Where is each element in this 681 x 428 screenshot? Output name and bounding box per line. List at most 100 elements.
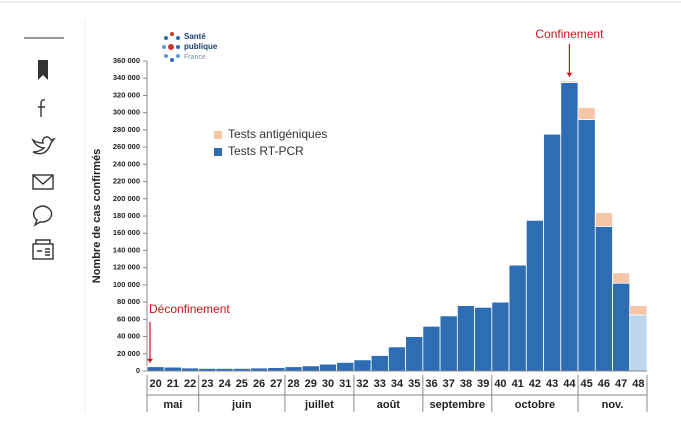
y-tick-label: 240 000 (113, 159, 140, 168)
y-tick-label: 320 000 (113, 90, 140, 99)
legend-label: Tests antigéniques (228, 127, 327, 141)
x-tick-label: 24 (218, 378, 231, 390)
x-tick-label: 42 (529, 378, 541, 390)
x-tick-label: 36 (425, 378, 437, 390)
y-tick-label: 280 000 (113, 125, 140, 134)
bar-segment (594, 225, 613, 372)
y-tick-label: 100 000 (113, 280, 140, 289)
bar-segment (336, 361, 355, 372)
bar-segment (594, 212, 613, 227)
y-tick-label: 220 000 (113, 177, 140, 186)
bar-segment (301, 365, 320, 372)
x-tick-label: 38 (460, 378, 472, 390)
x-tick-label: 26 (253, 378, 265, 390)
y-tick-label: 160 000 (113, 228, 140, 237)
x-tick-label: 45 (581, 378, 593, 390)
bar-segment (370, 355, 389, 372)
x-tick-label: 31 (339, 378, 351, 390)
x-tick-label: 29 (305, 378, 317, 390)
y-tick-label: 120 000 (113, 263, 140, 272)
legend-swatch (214, 148, 222, 156)
x-tick-label: 27 (270, 378, 282, 390)
bar-segment (319, 363, 338, 372)
bar-segment (456, 305, 475, 372)
arrow-head (566, 72, 573, 77)
bar-segment (439, 315, 458, 372)
logo: Santé publique France (162, 32, 218, 62)
bar-segment (543, 133, 562, 372)
sidebar (31, 60, 56, 260)
x-tick-label: 22 (184, 378, 196, 390)
annotation: Déconfinement (149, 302, 230, 316)
x-tick-label: 47 (615, 378, 627, 390)
month-label: mai (163, 399, 182, 411)
legend-swatch (214, 131, 222, 139)
news-icon[interactable] (32, 239, 54, 260)
annotation: Confinement (535, 27, 604, 41)
bar-segment (560, 80, 579, 83)
twitter-icon[interactable] (31, 136, 56, 155)
y-tick-label: 40 000 (117, 332, 140, 341)
logo-text: Santé (184, 32, 206, 41)
y-tick-label: 60 000 (117, 314, 140, 323)
x-tick-label: 35 (408, 378, 420, 390)
y-tick-label: 300 000 (113, 108, 140, 117)
bar-segment (146, 366, 165, 372)
bar-segment (508, 264, 527, 372)
y-tick-label: 180 000 (113, 211, 140, 220)
x-tick-label: 30 (322, 378, 334, 390)
bar-segment (612, 282, 631, 372)
x-tick-label: 32 (356, 378, 368, 390)
bar-segment (353, 359, 372, 372)
arrow-head (147, 358, 153, 363)
month-label: octobre (515, 399, 555, 411)
bar-segment (612, 272, 631, 284)
x-tick-label: 23 (201, 378, 213, 390)
y-tick-label: 360 000 (113, 56, 140, 65)
month-label: nov. (602, 399, 624, 411)
x-tick-label: 48 (632, 378, 644, 390)
bar-segment (422, 325, 441, 372)
bar-segment (267, 367, 286, 372)
bar-segment (284, 366, 303, 372)
facebook-icon[interactable] (38, 99, 46, 117)
x-tick-label: 44 (563, 378, 576, 390)
bar-segment (560, 82, 579, 372)
month-label: août (377, 399, 401, 411)
x-tick-label: 33 (374, 378, 386, 390)
comment-icon[interactable] (32, 205, 53, 227)
y-tick-label: 0 (136, 366, 140, 375)
x-tick-label: 41 (512, 378, 524, 390)
x-tick-label: 28 (287, 378, 299, 390)
y-tick-label: 200 000 (113, 194, 140, 203)
y-tick-label: 340 000 (113, 73, 140, 82)
logo-text: France (184, 54, 206, 61)
y-tick-label: 80 000 (117, 297, 140, 306)
logo-text: publique (184, 42, 218, 51)
month-label: juin (231, 399, 252, 411)
bar-segment (629, 305, 648, 316)
y-axis-label: Nombre de cas confirmés (91, 149, 103, 284)
bar-segment (405, 336, 424, 372)
bookmark-icon[interactable] (38, 60, 48, 80)
bar-segment (525, 219, 544, 372)
bar-segment (387, 346, 407, 372)
bar-segment (629, 314, 648, 372)
x-tick-label: 40 (494, 378, 506, 390)
mail-icon[interactable] (32, 174, 54, 190)
x-tick-label: 39 (477, 378, 489, 390)
x-tick-label: 34 (391, 378, 404, 390)
bar-segment (577, 107, 596, 120)
x-tick-label: 25 (236, 378, 248, 390)
legend-label: Tests RT-PCR (228, 144, 304, 158)
month-label: septembre (430, 399, 486, 411)
y-tick-label: 260 000 (113, 142, 140, 151)
x-tick-label: 37 (443, 378, 455, 390)
bar-segment (491, 301, 510, 372)
x-tick-label: 46 (598, 378, 610, 390)
y-tick-label: 140 000 (113, 245, 140, 254)
bar-segment (163, 366, 182, 372)
bar-segment (474, 306, 493, 372)
y-tick-label: 20 000 (117, 349, 140, 358)
